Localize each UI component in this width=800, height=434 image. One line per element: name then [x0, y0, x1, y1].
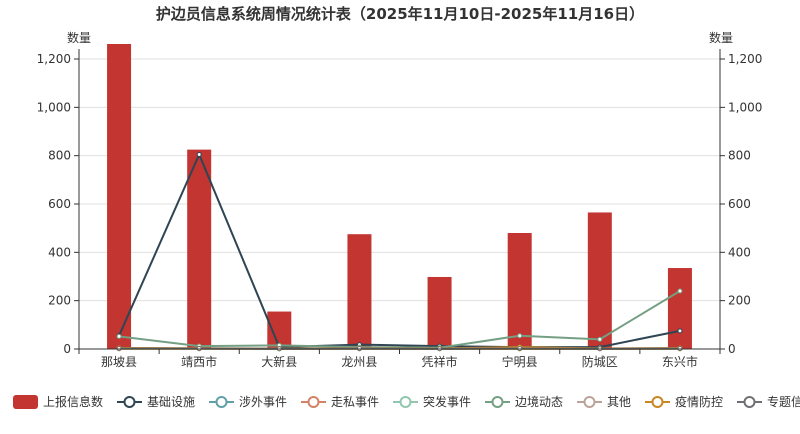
y-tick-label-left: 200	[48, 294, 71, 308]
x-tick-label: 靖西市	[181, 354, 217, 369]
legend-swatch	[745, 397, 755, 407]
bar	[668, 268, 692, 349]
legend-label: 上报信息数	[43, 394, 103, 409]
y-tick-label-left: 0	[63, 342, 71, 356]
y-tick-label-left: 1,200	[37, 52, 71, 66]
series-point	[117, 334, 121, 338]
grid-layer	[79, 59, 720, 301]
y-tick-label-left: 400	[48, 245, 71, 259]
y-tick-label-left: 600	[48, 197, 71, 211]
x-tick-label: 凭祥市	[422, 354, 458, 369]
series-point	[598, 337, 602, 341]
bar	[187, 150, 211, 349]
series-point	[678, 289, 682, 293]
legend-swatch	[493, 397, 503, 407]
y-tick-label-right: 600	[728, 197, 751, 211]
legend-label: 走私事件	[331, 395, 379, 409]
series-point	[518, 334, 522, 338]
legend-swatch	[217, 397, 227, 407]
x-tick-label: 防城区	[582, 354, 618, 369]
x-tick-label: 那坡县	[101, 355, 137, 369]
y-tick-label-right: 800	[728, 149, 751, 163]
legend-label: 疫情防控	[675, 394, 723, 409]
y-tick-label-right: 1,200	[728, 52, 762, 66]
legend-swatch	[585, 397, 595, 407]
legend-label: 涉外事件	[239, 395, 287, 409]
legend-label: 基础设施	[147, 395, 195, 409]
x-tick-label: 宁明县	[502, 354, 538, 369]
chart-title: 护边员信息系统周情况统计表（2025年11月10日-2025年11月16日）	[156, 5, 644, 23]
legend-swatch	[125, 397, 135, 407]
legend-label: 突发事件	[423, 394, 471, 409]
y-tick-label-right: 1,000	[728, 100, 762, 114]
axis-layer: 0 0 200 200 400 400 600 600 800 800 1,000 1,000 1,20…	[37, 49, 763, 369]
y-axis-left-label: 数量	[67, 30, 91, 45]
bar	[428, 277, 452, 349]
legend-swatch	[653, 397, 663, 407]
y-tick-label-left: 1,000	[37, 100, 71, 114]
legend: 上报信息数 基础设施 涉外事件 走私事件 突发事件 边境动态 其他 疫情防控 专题信息	[13, 394, 800, 409]
x-tick-label: 东兴市	[662, 354, 698, 369]
bar-layer	[107, 44, 692, 349]
legend-swatch	[13, 395, 38, 409]
bar	[588, 212, 612, 349]
bar	[107, 44, 131, 349]
legend-label: 边境动态	[515, 394, 563, 409]
y-axis-right-label: 数量	[709, 30, 733, 45]
y-tick-label-right: 400	[728, 245, 751, 259]
x-tick-label: 大新县	[261, 354, 297, 369]
series-point	[678, 329, 682, 333]
bar	[347, 234, 371, 349]
y-tick-label-right: 200	[728, 294, 751, 308]
legend-swatch	[401, 397, 411, 407]
y-tick-label-left: 800	[48, 149, 71, 163]
legend-swatch	[309, 397, 319, 407]
series-point	[197, 152, 201, 156]
x-tick-label: 龙州县	[341, 355, 377, 369]
legend-label: 其他	[607, 395, 631, 409]
bar	[508, 233, 532, 349]
legend-label: 专题信息	[767, 394, 800, 409]
y-tick-label-right: 0	[728, 342, 736, 356]
